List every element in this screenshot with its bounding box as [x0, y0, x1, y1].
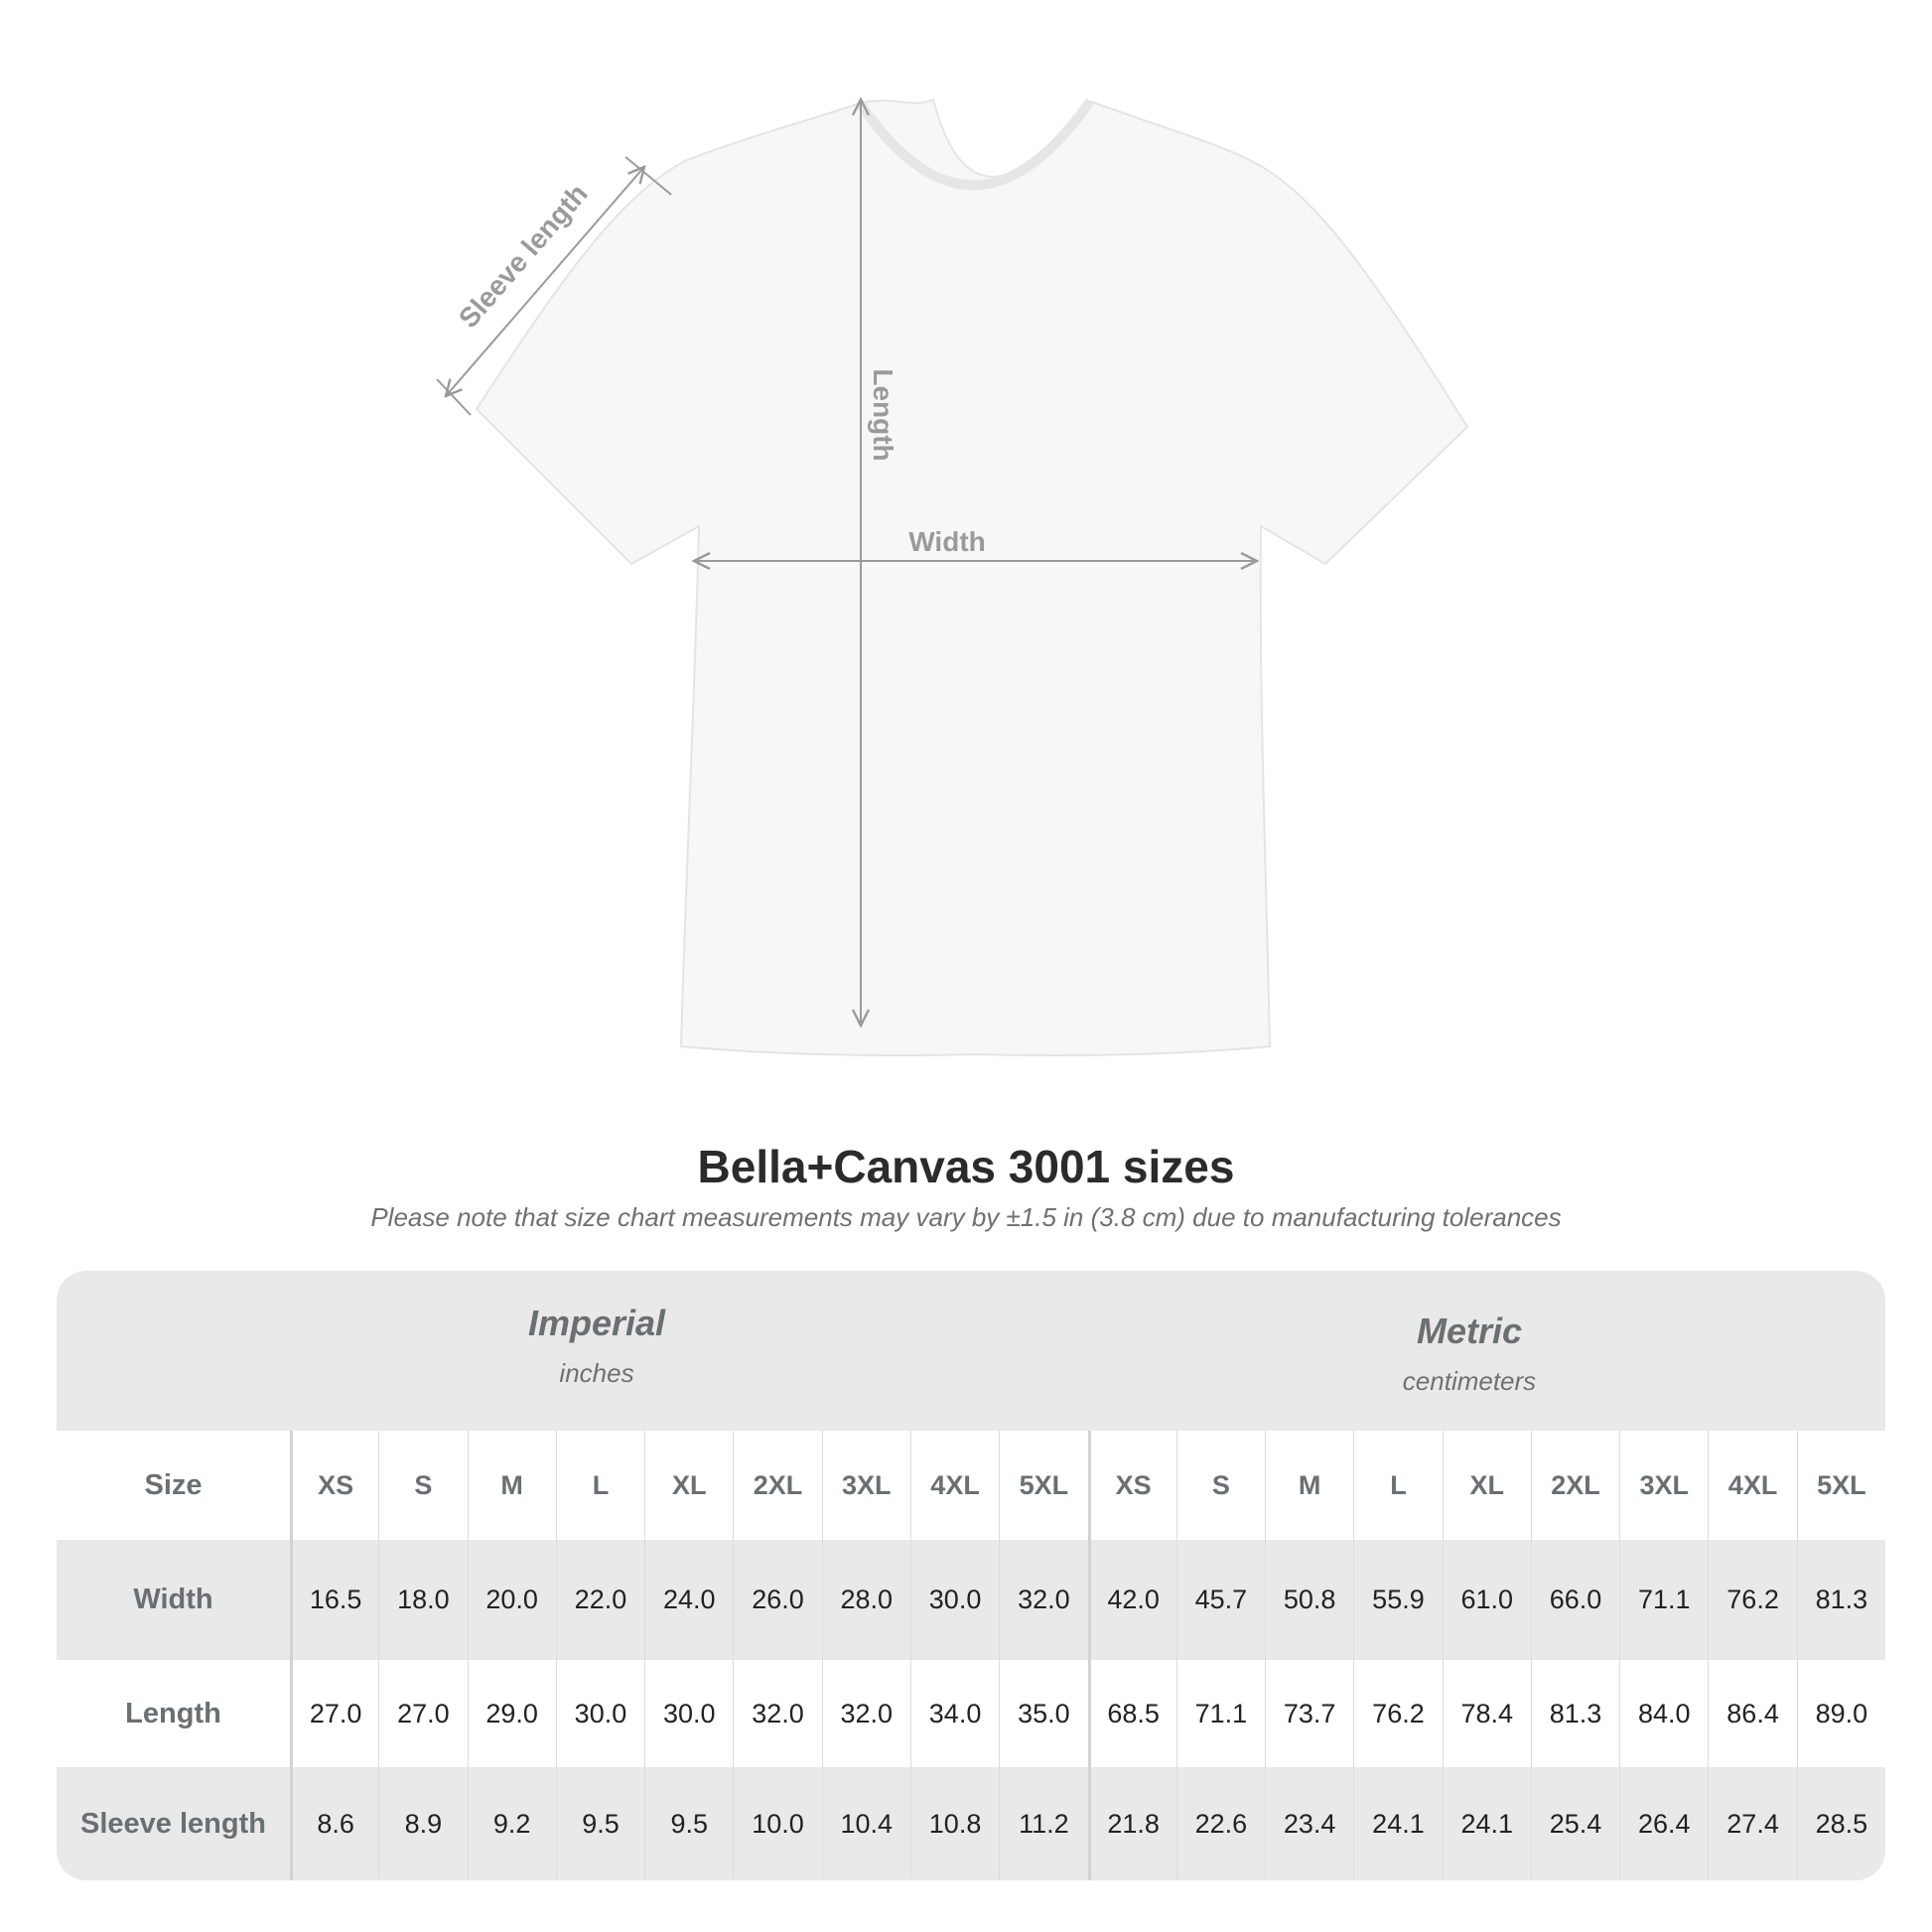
imperial-value-cell: 10.4 — [821, 1767, 910, 1880]
imperial-value-cell: 10.0 — [733, 1767, 821, 1880]
imperial-value-cell: 32.0 — [999, 1540, 1087, 1660]
imperial-value-cell: 32.0 — [821, 1660, 910, 1767]
tolerance-note: Please note that size chart measurements… — [370, 1202, 1562, 1232]
metric-value-cell: 71.1 — [1619, 1540, 1708, 1660]
metric-size-header: S — [1175, 1431, 1265, 1540]
length-label: Length — [868, 368, 898, 461]
sleeve-measure-line — [446, 167, 644, 396]
metric-value-cell: 81.3 — [1796, 1540, 1885, 1660]
imperial-value-cell: 32.0 — [733, 1660, 821, 1767]
table-row: Length 27.0 27.0 29.0 30.0 30.0 32.0 32.0 34.0 35… — [57, 1660, 1885, 1767]
metric-value-cell: 76.2 — [1353, 1660, 1442, 1767]
metric-value-cell: 45.7 — [1175, 1540, 1265, 1660]
size-table: Imperial inches Metric centimeters Size X… — [57, 1271, 1885, 1880]
chart-title: Bella+Canvas 3001 sizes — [697, 1141, 1235, 1192]
metric-value-cell: 71.1 — [1175, 1660, 1265, 1767]
imperial-value-cell: 34.0 — [909, 1660, 999, 1767]
metric-value-cell: 61.0 — [1442, 1540, 1531, 1660]
metric-size-header: XS — [1087, 1431, 1176, 1540]
imperial-value-cell: 11.2 — [999, 1767, 1087, 1880]
row-label: Width — [133, 1584, 213, 1615]
imperial-value-cell: 9.5 — [644, 1767, 733, 1880]
imperial-size-header: S — [378, 1431, 467, 1540]
metric-value-cell: 66.0 — [1530, 1540, 1619, 1660]
row-label: Sleeve length — [80, 1807, 266, 1840]
metric-value-cell: 86.4 — [1708, 1660, 1796, 1767]
metric-title: Metric — [1416, 1311, 1523, 1351]
metric-value-cell: 55.9 — [1353, 1540, 1442, 1660]
table-row: Sleeve length 8.6 8.9 9.2 9.5 9.5 10.0 10.4 10.8… — [57, 1767, 1885, 1880]
unit-header-band: Imperial inches Metric centimeters — [57, 1271, 1885, 1431]
metric-value-cell: 24.1 — [1353, 1767, 1442, 1880]
metric-value-cell: 23.4 — [1265, 1767, 1353, 1880]
imperial-size-header: 3XL — [821, 1431, 910, 1540]
size-header-label: Size — [144, 1468, 203, 1501]
metric-value-cell: 84.0 — [1619, 1660, 1708, 1767]
metric-value-cell: 73.7 — [1265, 1660, 1353, 1767]
imperial-value-cell: 27.0 — [290, 1660, 378, 1767]
width-label: Width — [908, 526, 986, 557]
metric-value-cell: 27.4 — [1708, 1767, 1796, 1880]
metric-size-header: M — [1265, 1431, 1353, 1540]
imperial-value-cell: 30.0 — [555, 1660, 644, 1767]
imperial-value-cell: 22.0 — [555, 1540, 644, 1660]
imperial-value-cell: 26.0 — [733, 1540, 821, 1660]
metric-value-cell: 26.4 — [1619, 1767, 1708, 1880]
imperial-value-cell: 9.2 — [467, 1767, 556, 1880]
metric-value-cell: 76.2 — [1708, 1540, 1796, 1660]
imperial-value-cell: 10.8 — [909, 1767, 999, 1880]
imperial-value-cell: 9.5 — [555, 1767, 644, 1880]
metric-value-cell: 89.0 — [1796, 1660, 1885, 1767]
metric-value-cell: 68.5 — [1087, 1660, 1176, 1767]
metric-value-cell: 78.4 — [1442, 1660, 1531, 1767]
metric-size-header: 3XL — [1619, 1431, 1708, 1540]
metric-value-cell: 25.4 — [1530, 1767, 1619, 1880]
imperial-size-header: 4XL — [909, 1431, 999, 1540]
imperial-unit: inches — [559, 1358, 634, 1388]
metric-value-cell: 28.5 — [1796, 1767, 1885, 1880]
imperial-title: Imperial — [527, 1303, 666, 1343]
metric-value-cell: 21.8 — [1087, 1767, 1176, 1880]
imperial-value-cell: 8.9 — [378, 1767, 467, 1880]
imperial-value-cell: 27.0 — [378, 1660, 467, 1767]
imperial-value-cell: 20.0 — [467, 1540, 556, 1660]
metric-value-cell: 81.3 — [1530, 1660, 1619, 1767]
imperial-value-cell: 30.0 — [644, 1660, 733, 1767]
metric-size-header: 4XL — [1708, 1431, 1796, 1540]
imperial-size-header: M — [467, 1431, 556, 1540]
imperial-value-cell: 8.6 — [290, 1767, 378, 1880]
imperial-size-header: 5XL — [999, 1431, 1087, 1540]
tshirt-image — [475, 97, 1469, 1056]
metric-size-header: L — [1353, 1431, 1442, 1540]
metric-value-cell: 42.0 — [1087, 1540, 1176, 1660]
imperial-size-header: XS — [290, 1431, 378, 1540]
imperial-size-header: XL — [644, 1431, 733, 1540]
metric-size-header: 5XL — [1796, 1431, 1885, 1540]
row-label: Length — [125, 1697, 221, 1729]
imperial-value-cell: 24.0 — [644, 1540, 733, 1660]
metric-value-cell: 22.6 — [1175, 1767, 1265, 1880]
imperial-header: Imperial inches — [249, 1303, 944, 1389]
imperial-value-cell: 35.0 — [999, 1660, 1087, 1767]
metric-value-cell: 50.8 — [1265, 1540, 1353, 1660]
metric-header: Metric centimeters — [1122, 1311, 1817, 1397]
metric-size-header: XL — [1442, 1431, 1531, 1540]
tshirt-diagram: Sleeve length Length Width — [436, 0, 1469, 1056]
imperial-value-cell: 18.0 — [378, 1540, 467, 1660]
size-header-row: Size XS S M L XL 2XL 3XL 4XL 5XL XS S M L XL 2XL 3XL 4XL 5… — [57, 1431, 1885, 1540]
metric-value-cell: 24.1 — [1442, 1767, 1531, 1880]
imperial-size-header: L — [555, 1431, 644, 1540]
imperial-value-cell: 30.0 — [909, 1540, 999, 1660]
table-row: Width 16.5 18.0 20.0 22.0 24.0 26.0 28.0 30.0 32.… — [57, 1540, 1885, 1660]
imperial-value-cell: 28.0 — [821, 1540, 910, 1660]
imperial-value-cell: 16.5 — [290, 1540, 378, 1660]
metric-unit: centimeters — [1402, 1366, 1537, 1396]
metric-size-header: 2XL — [1530, 1431, 1619, 1540]
imperial-value-cell: 29.0 — [467, 1660, 556, 1767]
imperial-size-header: 2XL — [733, 1431, 821, 1540]
